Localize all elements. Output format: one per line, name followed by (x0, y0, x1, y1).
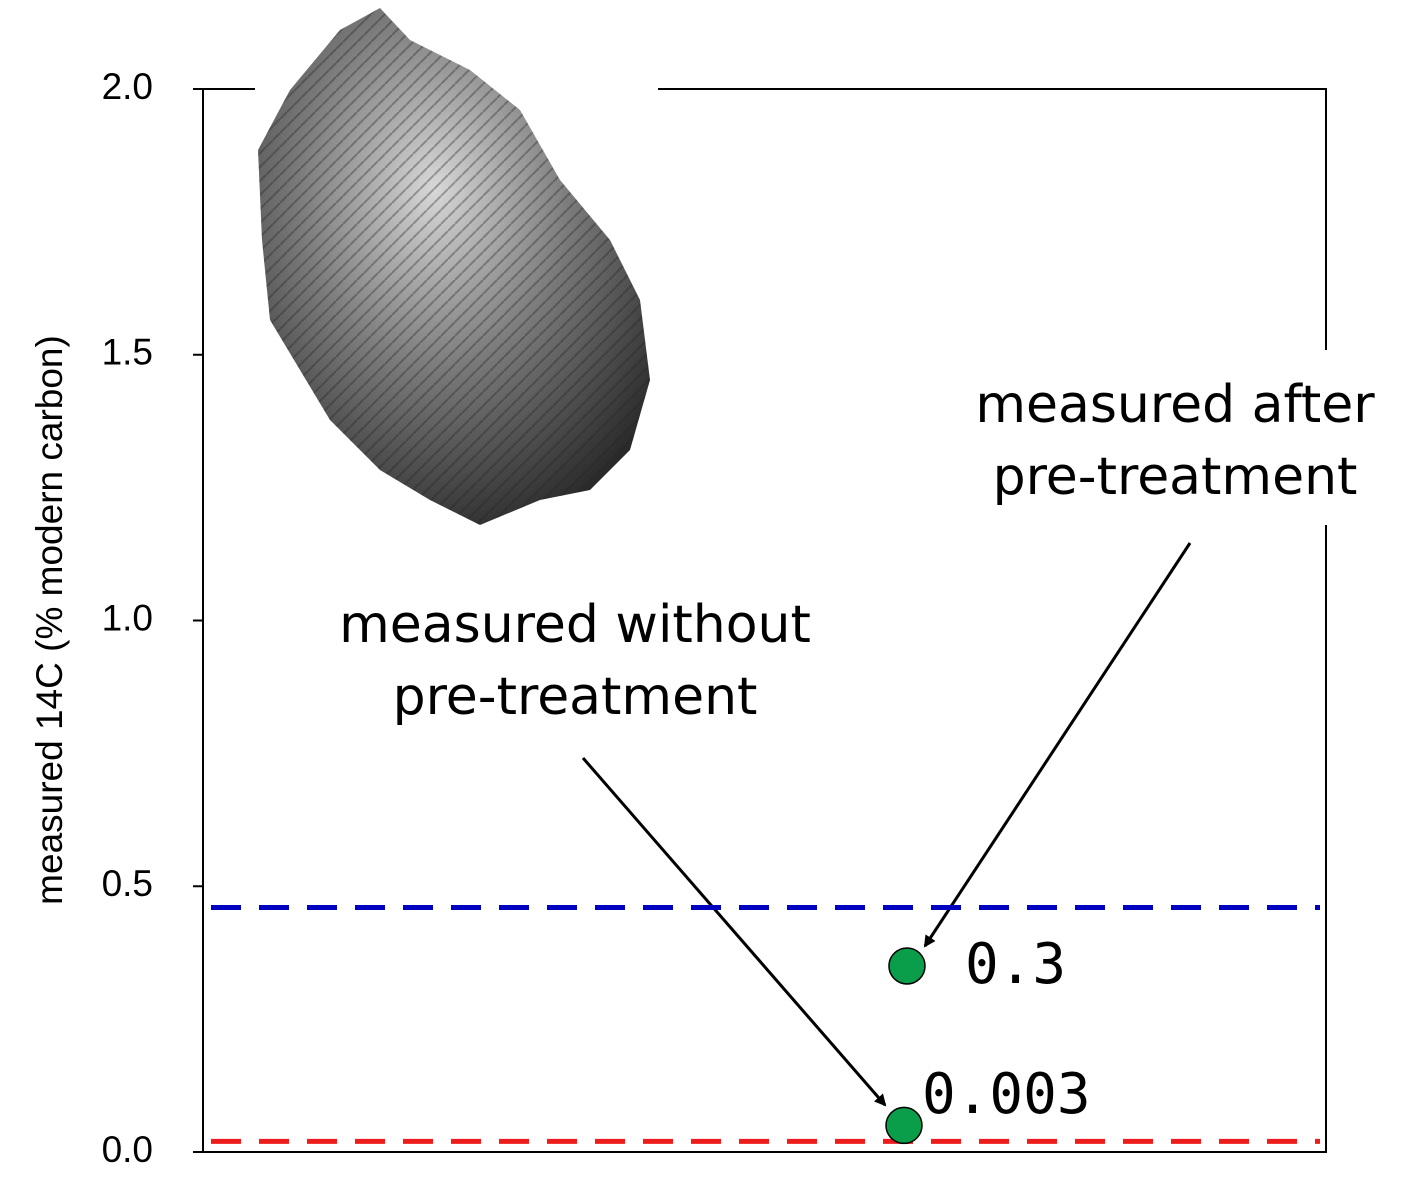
coal-rock (258, 8, 650, 525)
annotation: pre-treatment (393, 667, 758, 727)
annotation: measured without (339, 595, 811, 655)
point (888, 947, 926, 985)
point-label: 0.3 (965, 932, 1066, 997)
point (885, 1106, 923, 1145)
arrow (923, 542, 1192, 948)
annotation: measured after (975, 375, 1375, 435)
y-axis-label: measured 14C (% modern carbon) (29, 335, 70, 905)
y-tick-label: 1.0 (102, 597, 153, 638)
y-tick-label: 1.5 (102, 332, 153, 373)
y-tick-label: 0.0 (102, 1129, 153, 1170)
y-tick-label: 2.0 (102, 66, 153, 107)
point-label: 0.003 (922, 1062, 1091, 1127)
annotation: pre-treatment (993, 447, 1358, 507)
arrow (581, 757, 887, 1107)
y-tick-label: 0.5 (102, 863, 153, 904)
frame-gap (1310, 350, 1340, 525)
